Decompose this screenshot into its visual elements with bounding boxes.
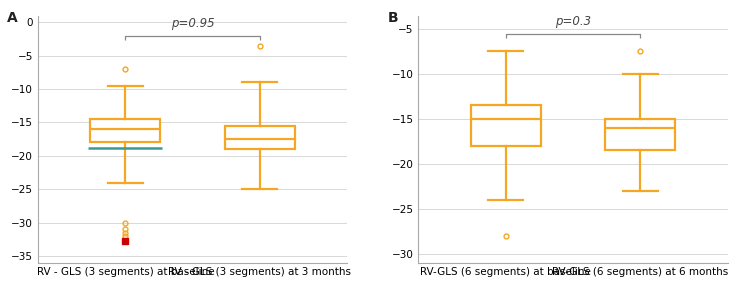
Text: p=0.3: p=0.3 bbox=[555, 15, 591, 28]
PathPatch shape bbox=[90, 119, 160, 143]
PathPatch shape bbox=[471, 105, 541, 146]
Text: B: B bbox=[387, 11, 398, 24]
PathPatch shape bbox=[605, 119, 675, 150]
Text: p=0.95: p=0.95 bbox=[171, 17, 214, 30]
Text: A: A bbox=[7, 11, 18, 24]
PathPatch shape bbox=[225, 126, 295, 149]
